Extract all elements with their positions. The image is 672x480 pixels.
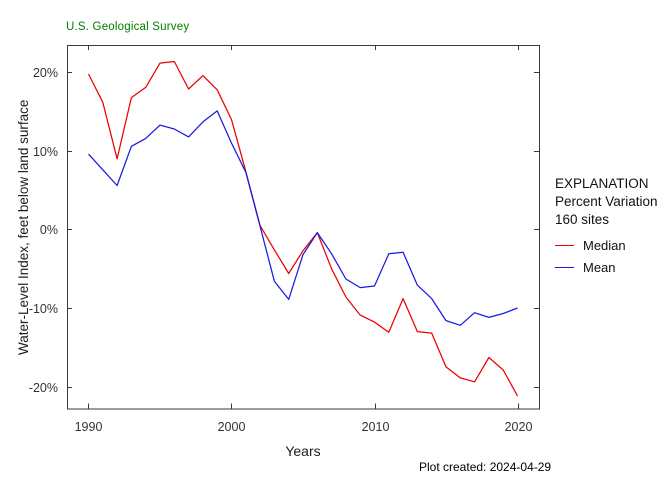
legend-title: EXPLANATION bbox=[555, 176, 649, 191]
legend-entry-mean: Mean bbox=[555, 259, 616, 275]
legend-entry-median: Median bbox=[555, 237, 626, 253]
x-axis-title: Years bbox=[285, 443, 321, 459]
x-tick-label: 2020 bbox=[505, 420, 533, 434]
legend-entry-label: Mean bbox=[583, 259, 616, 275]
x-tick-label: 2010 bbox=[362, 420, 390, 434]
legend-entry-label: Median bbox=[583, 237, 626, 253]
y-tick-label: -20% bbox=[29, 381, 58, 395]
y-tick-label: 20% bbox=[33, 66, 58, 80]
mean-line-swatch bbox=[555, 266, 574, 268]
agency-title: U.S. Geological Survey bbox=[66, 21, 190, 33]
y-tick-label: 10% bbox=[33, 145, 58, 159]
legend-subtitle: Percent Variation bbox=[555, 194, 658, 209]
y-tick-label: -10% bbox=[29, 302, 58, 316]
legend-sites-count: 160 sites bbox=[555, 212, 610, 227]
x-tick-label: 2000 bbox=[218, 420, 246, 434]
series-line-median bbox=[87, 60, 519, 397]
plot-created-caption: Plot created: 2024-04-29 bbox=[419, 460, 552, 474]
y-tick-label: 0% bbox=[40, 223, 58, 237]
x-tick-label: 1990 bbox=[75, 420, 103, 434]
series-line-mean bbox=[88, 110, 518, 326]
y-axis-title: Water-Level Index, feet below land surfa… bbox=[16, 99, 31, 355]
median-line-swatch bbox=[555, 244, 574, 246]
